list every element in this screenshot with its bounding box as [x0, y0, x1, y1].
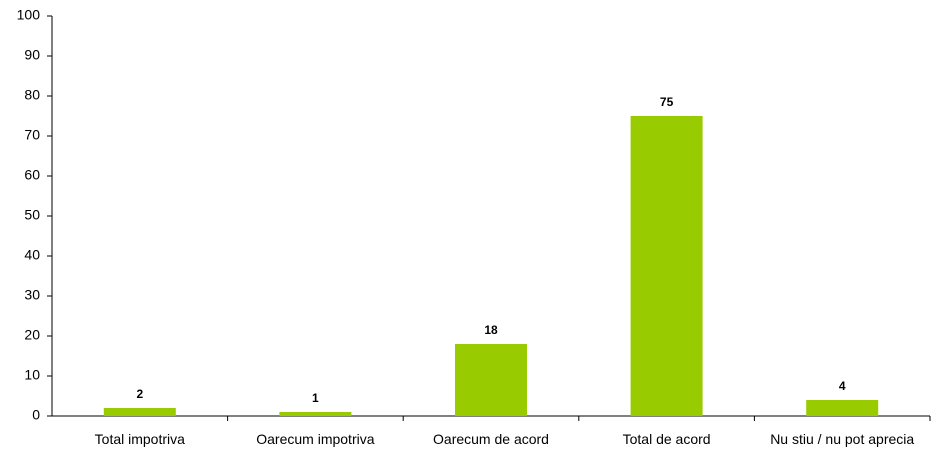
- bar: [103, 408, 176, 416]
- y-tick-label: 90: [24, 47, 40, 63]
- y-tick-label: 100: [17, 7, 41, 23]
- bar: [806, 400, 879, 416]
- x-tick-label: Oarecum impotriva: [256, 431, 375, 447]
- y-tick-label: 60: [24, 167, 40, 183]
- value-label: 2: [136, 387, 143, 401]
- x-tick-label: Total impotriva: [94, 431, 185, 447]
- bar: [279, 412, 352, 416]
- x-tick-label: Oarecum de acord: [433, 431, 549, 447]
- y-tick-label: 10: [24, 367, 40, 383]
- y-tick-label: 80: [24, 87, 40, 103]
- y-tick-label: 20: [24, 327, 40, 343]
- x-tick-label: Total de acord: [622, 431, 711, 447]
- x-tick-label: Nu stiu / nu pot aprecia: [770, 431, 915, 447]
- bar: [455, 344, 527, 416]
- value-label: 1: [312, 391, 319, 405]
- bar: [630, 116, 703, 416]
- y-tick-label: 30: [24, 287, 40, 303]
- value-label: 18: [484, 323, 498, 337]
- y-tick-label: 70: [24, 127, 40, 143]
- y-tick-label: 0: [32, 407, 40, 423]
- value-label: 75: [660, 95, 674, 109]
- y-tick-label: 50: [24, 207, 40, 223]
- y-tick-label: 40: [24, 247, 40, 263]
- value-label: 4: [839, 379, 846, 393]
